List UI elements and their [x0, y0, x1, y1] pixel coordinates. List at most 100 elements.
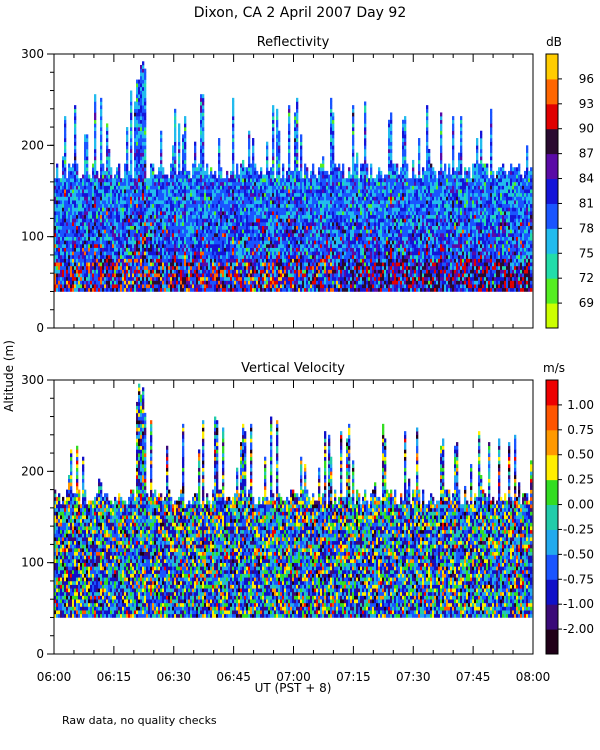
- echo-cell: [140, 167, 143, 172]
- echo-cell: [96, 287, 99, 292]
- echo-cell: [114, 185, 117, 190]
- echo-cell: [94, 189, 97, 194]
- echo-cell: [288, 200, 291, 205]
- echo-cell: [252, 254, 255, 259]
- echo-cell: [80, 280, 83, 285]
- echo-cell: [168, 262, 171, 267]
- echo-cell: [68, 240, 71, 245]
- echo-cell: [174, 181, 177, 186]
- echo-cell: [102, 207, 105, 212]
- echo-cell: [118, 185, 121, 190]
- echo-cell: [208, 287, 211, 292]
- echo-cell: [124, 222, 127, 227]
- echo-cell: [156, 273, 159, 278]
- echo-cell: [86, 284, 89, 289]
- echo-cell: [200, 262, 203, 267]
- echo-cell: [272, 174, 275, 179]
- echo-cell: [316, 225, 319, 230]
- echo-cell: [264, 236, 267, 241]
- echo-cell: [290, 211, 293, 216]
- echo-cell: [66, 269, 69, 274]
- echo-cell: [232, 233, 235, 237]
- echo-cell: [216, 218, 219, 223]
- echo-cell: [278, 156, 281, 161]
- echo-cell: [110, 243, 113, 248]
- echo-cell: [206, 222, 209, 227]
- echo-cell: [158, 167, 161, 172]
- echo-cell: [294, 141, 297, 146]
- echo-cell: [138, 90, 141, 95]
- echo-cell: [100, 207, 103, 212]
- echo-cell: [266, 273, 269, 278]
- echo-cell: [272, 163, 275, 168]
- echo-cell: [68, 265, 71, 270]
- echo-cell: [54, 265, 57, 270]
- echo-cell: [270, 276, 273, 281]
- echo-cell: [114, 211, 117, 216]
- echo-cell: [152, 254, 155, 259]
- echo-cell: [120, 243, 123, 248]
- echo-cell: [256, 214, 259, 219]
- echo-cell: [278, 192, 281, 197]
- echo-cell: [100, 225, 103, 230]
- echo-cell: [158, 192, 161, 197]
- echo-cell: [126, 236, 129, 241]
- echo-cell: [76, 189, 79, 194]
- echo-cell: [82, 225, 85, 230]
- echo-cell: [192, 229, 195, 234]
- echo-cell: [82, 207, 85, 212]
- echo-cell: [178, 280, 181, 285]
- echo-cell: [78, 240, 81, 245]
- echo-cell: [172, 159, 175, 164]
- echo-cell: [86, 207, 89, 212]
- echo-cell: [58, 243, 61, 248]
- echo-cell: [88, 284, 91, 289]
- echo-cell: [96, 222, 99, 227]
- echo-cell: [58, 218, 61, 223]
- echo-cell: [170, 276, 173, 281]
- echo-cell: [246, 273, 249, 278]
- echo-cell: [116, 276, 119, 281]
- echo-cell: [282, 196, 285, 201]
- echo-cell: [306, 218, 309, 223]
- echo-cell: [314, 262, 317, 267]
- echo-cell: [318, 284, 321, 289]
- echo-cell: [212, 251, 215, 256]
- echo-cell: [96, 189, 99, 194]
- echo-cell: [222, 236, 225, 241]
- echo-cell: [220, 189, 223, 194]
- echo-cell: [194, 145, 197, 150]
- echo-cell: [236, 222, 239, 227]
- echo-cell: [266, 167, 269, 172]
- echo-cell: [270, 240, 273, 245]
- echo-cell: [276, 265, 279, 270]
- echo-cell: [192, 163, 195, 168]
- echo-cell: [218, 196, 221, 201]
- echo-cell: [94, 229, 97, 234]
- echo-cell: [152, 280, 155, 285]
- echo-cell: [278, 236, 281, 241]
- echo-cell: [184, 167, 187, 172]
- echo-cell: [140, 214, 143, 219]
- echo-cell: [100, 273, 103, 278]
- echo-cell: [126, 156, 129, 161]
- echo-cell: [144, 75, 147, 80]
- echo-cell: [210, 240, 213, 245]
- echo-cell: [252, 276, 255, 281]
- echo-cell: [142, 145, 145, 150]
- echo-cell: [176, 222, 179, 227]
- echo-cell: [262, 178, 265, 183]
- echo-cell: [128, 192, 131, 197]
- echo-cell: [142, 265, 145, 270]
- echo-cell: [270, 287, 273, 292]
- echo-cell: [268, 236, 271, 241]
- echo-cell: [94, 236, 97, 241]
- echo-cell: [160, 196, 163, 201]
- echo-cell: [312, 200, 315, 205]
- echo-cell: [88, 269, 91, 274]
- echo-cell: [54, 225, 57, 230]
- echo-cell: [90, 192, 93, 197]
- echo-cell: [278, 178, 281, 183]
- echo-cell: [134, 130, 137, 135]
- echo-cell: [146, 284, 149, 289]
